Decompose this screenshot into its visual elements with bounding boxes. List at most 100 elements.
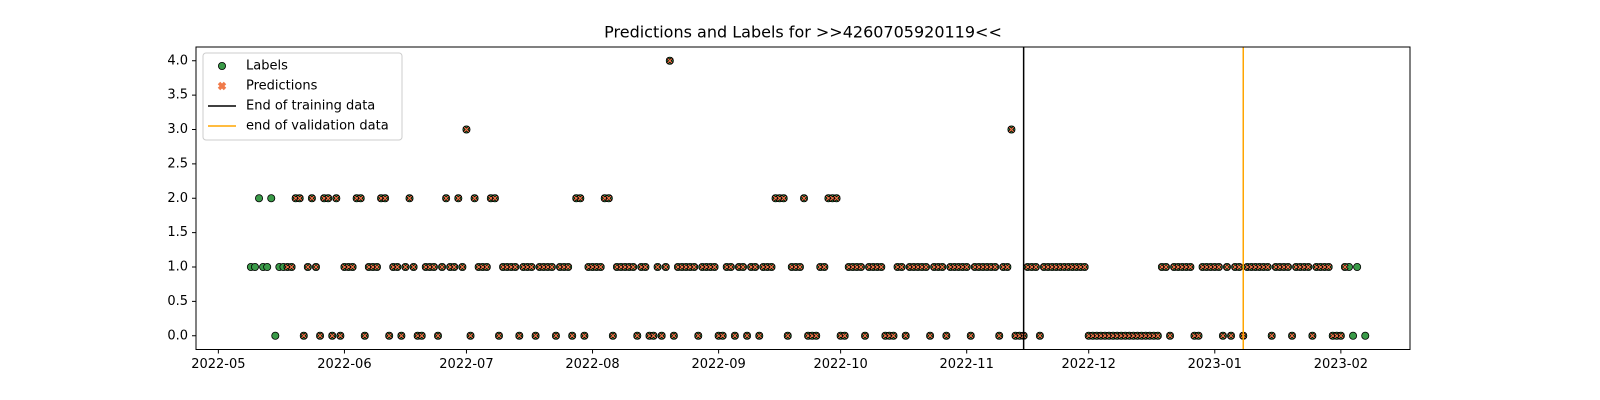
prediction-marker: [800, 194, 808, 203]
prediction-marker: [1032, 263, 1040, 271]
prediction-marker: [397, 331, 406, 340]
x-tick-label: 2022-11: [940, 357, 994, 372]
prediction-marker: [1263, 263, 1272, 271]
plot-frame: [195, 46, 1411, 350]
prediction-marker: [527, 263, 536, 271]
prediction-marker: [1337, 331, 1345, 340]
prediction-marker: [300, 331, 308, 340]
legend-label: End of training data: [246, 99, 375, 114]
y-tick-label: 0.0: [167, 328, 188, 343]
prediction-marker: [442, 194, 450, 203]
prediction-marker: [393, 263, 402, 271]
prediction-marker: [356, 194, 365, 203]
prediction-marker: [1284, 263, 1292, 271]
prediction-marker: [889, 331, 898, 340]
prediction-marker: [857, 263, 865, 271]
prediction-marker: [1341, 263, 1349, 271]
prediction-marker: [767, 263, 776, 271]
prediction-marker: [861, 331, 869, 340]
prediction-marker: [657, 331, 666, 340]
legend-label: end of validation data: [246, 119, 389, 134]
prediction-marker: [922, 263, 930, 271]
legend-label: Labels: [246, 59, 288, 74]
label-marker: [263, 262, 272, 271]
prediction-marker: [942, 331, 951, 340]
prediction-marker: [1080, 263, 1089, 271]
x-tick-label: 2023-02: [1314, 357, 1368, 372]
x-tick-label: 2022-08: [565, 357, 619, 372]
prediction-marker: [1219, 331, 1227, 340]
y-tick-label: 2.5: [167, 156, 188, 171]
prediction-marker: [710, 263, 719, 271]
prediction-marker: [812, 331, 820, 340]
prediction-marker: [718, 331, 727, 340]
legend-marker: [217, 62, 226, 71]
prediction-marker: [434, 331, 442, 340]
label-marker: [1361, 331, 1370, 340]
x-tick-label: 2023-01: [1188, 357, 1242, 372]
prediction-marker: [552, 331, 560, 340]
y-tick-label: 0.5: [167, 294, 188, 309]
legend-marker: [217, 81, 227, 91]
prediction-marker: [332, 194, 341, 203]
label-marker: [255, 194, 264, 203]
prediction-marker: [1227, 331, 1235, 340]
prediction-marker: [991, 263, 999, 271]
prediction-marker: [511, 263, 520, 271]
x-tick-label: 2022-06: [317, 357, 371, 372]
legend-box: [202, 52, 403, 141]
prediction-marker: [531, 331, 540, 340]
prediction-marker: [779, 194, 788, 203]
prediction-marker: [1223, 263, 1231, 271]
prediction-marker: [605, 194, 613, 203]
prediction-marker: [832, 194, 841, 203]
prediction-marker: [462, 125, 471, 134]
prediction-marker: [381, 194, 389, 203]
prediction-marker: [966, 331, 975, 340]
prediction-marker: [491, 194, 499, 203]
prediction-marker: [596, 263, 605, 271]
prediction-marker: [629, 263, 637, 271]
prediction-marker: [661, 263, 670, 271]
prediction-marker: [466, 331, 475, 340]
prediction-marker: [336, 331, 345, 340]
prediction-marker: [1154, 331, 1162, 340]
prediction-marker: [1162, 263, 1170, 271]
legend-label: Predictions: [246, 79, 318, 94]
prediction-marker: [373, 263, 381, 271]
prediction-marker: [295, 194, 304, 203]
prediction-marker: [1235, 263, 1243, 271]
prediction-marker: [576, 194, 585, 203]
prediction-marker: [308, 194, 316, 203]
prediction-marker: [1267, 331, 1276, 340]
prediction-marker: [287, 263, 296, 271]
prediction-marker: [670, 331, 678, 340]
prediction-marker: [1304, 263, 1313, 271]
prediction-marker: [328, 331, 337, 340]
prediction-marker: [666, 56, 674, 65]
prediction-marker: [641, 263, 650, 271]
prediction-marker: [633, 331, 642, 340]
prediction-marker: [1215, 263, 1223, 271]
prediction-marker: [743, 331, 751, 340]
prediction-marker: [840, 331, 849, 340]
prediction-marker: [548, 263, 556, 271]
prediction-marker: [515, 331, 524, 340]
y-tick-label: 1.5: [167, 225, 188, 240]
prediction-marker: [897, 263, 906, 271]
label-marker: [250, 262, 259, 271]
prediction-marker: [609, 331, 617, 340]
x-tick-label: 2022-12: [1062, 357, 1116, 372]
prediction-marker: [580, 331, 589, 340]
prediction-marker: [401, 263, 410, 271]
prediction-marker: [1194, 331, 1203, 340]
x-tick-label: 2022-10: [813, 357, 867, 372]
x-tick-label: 2022-09: [691, 357, 745, 372]
prediction-marker: [783, 331, 792, 340]
prediction-marker: [304, 263, 312, 271]
prediction-marker: [454, 194, 463, 203]
prediction-marker: [312, 263, 320, 271]
chart-title: Predictions and Labels for >>42607059201…: [604, 23, 1002, 42]
